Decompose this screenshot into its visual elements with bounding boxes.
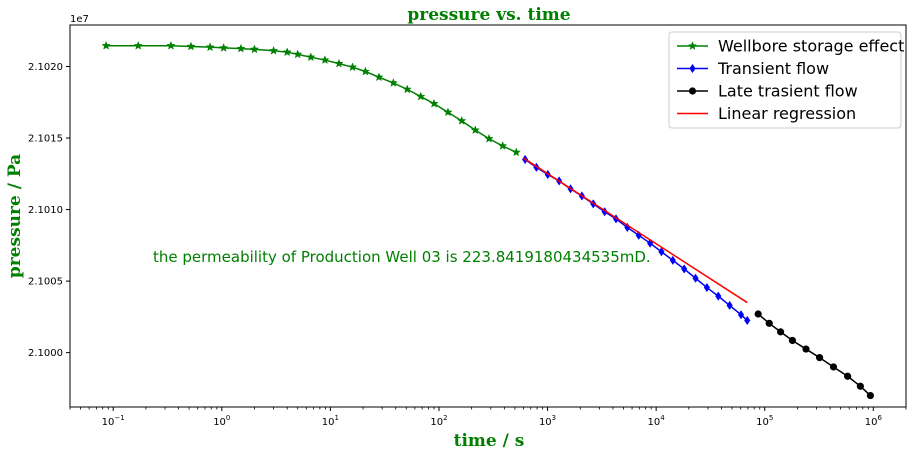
x-axis: 10−1 100 101 102 103 104 105 106 xyxy=(69,407,907,428)
data-point xyxy=(511,147,521,157)
y-offset-label: 1e7 xyxy=(70,14,89,25)
legend-entry: Transient flow xyxy=(717,59,829,78)
series-0 xyxy=(101,40,521,157)
series-line xyxy=(106,45,517,154)
x-tick-label: 101 xyxy=(322,414,339,428)
data-point xyxy=(744,315,751,326)
data-point xyxy=(388,78,399,87)
data-point xyxy=(374,72,384,82)
legend-entry: Wellbore storage effect xyxy=(718,37,904,56)
legend-entry: Late trasient flow xyxy=(718,82,858,101)
data-point xyxy=(443,107,453,117)
data-point xyxy=(282,47,292,57)
plot-area xyxy=(69,24,907,408)
x-tick-label: 10−1 xyxy=(102,414,125,428)
y-tick-label: 2.1000 xyxy=(28,348,63,359)
y-axis: 2.1000 2.1005 2.1010 2.1015 2.1020 xyxy=(28,62,70,359)
data-point xyxy=(754,310,762,318)
data-point xyxy=(320,55,330,65)
data-point xyxy=(236,43,246,53)
x-tick-label: 102 xyxy=(430,414,447,428)
data-point xyxy=(829,363,838,371)
data-point xyxy=(347,62,358,72)
data-point xyxy=(218,42,229,52)
data-point xyxy=(334,58,344,68)
legend-marker xyxy=(688,87,697,95)
series-3 xyxy=(523,157,748,304)
x-tick-label: 100 xyxy=(213,414,230,428)
series-1 xyxy=(521,154,751,326)
x-tick-label: 104 xyxy=(648,414,666,428)
x-tick-label: 106 xyxy=(865,414,883,428)
y-tick-label: 2.1005 xyxy=(28,277,63,288)
legend-marker xyxy=(689,63,696,74)
series-line xyxy=(757,313,871,397)
series-layer xyxy=(101,40,874,400)
data-point xyxy=(293,49,303,59)
y-tick-label: 2.1010 xyxy=(28,205,63,216)
data-point xyxy=(737,310,745,320)
permeability-annotation: the permeability of Production Well 03 i… xyxy=(153,248,651,266)
data-point xyxy=(249,44,260,54)
data-point xyxy=(844,372,852,380)
data-point xyxy=(268,45,279,55)
data-point xyxy=(681,264,688,274)
series-2 xyxy=(754,310,874,400)
data-point xyxy=(402,84,412,94)
data-point xyxy=(658,247,665,257)
data-point xyxy=(815,354,824,362)
data-point xyxy=(703,282,711,293)
data-point xyxy=(416,91,426,101)
data-point xyxy=(470,125,480,135)
y-tick-label: 2.1015 xyxy=(28,134,63,145)
data-point xyxy=(715,291,722,301)
x-tick-label: 105 xyxy=(756,414,773,428)
data-point xyxy=(457,115,467,125)
series-line xyxy=(523,157,748,304)
data-point xyxy=(205,42,215,52)
legend-box xyxy=(668,31,902,129)
data-point xyxy=(788,336,797,345)
data-point xyxy=(306,52,316,62)
data-point xyxy=(669,255,676,266)
legend: Wellbore storage effect Transient flow Lat… xyxy=(668,31,904,129)
data-point xyxy=(166,40,176,50)
data-point xyxy=(802,345,810,353)
data-point xyxy=(484,133,494,143)
data-point xyxy=(429,98,439,108)
x-tick-label: 103 xyxy=(539,414,556,428)
data-point xyxy=(866,391,874,400)
legend-entry: Linear regression xyxy=(718,104,856,123)
data-point xyxy=(765,319,773,327)
data-point xyxy=(726,300,733,311)
data-point xyxy=(186,41,196,51)
data-point xyxy=(692,273,699,283)
y-tick-label: 2.1020 xyxy=(28,62,63,73)
chart-title: pressure vs. time xyxy=(407,5,570,25)
data-point xyxy=(601,207,608,217)
data-point xyxy=(101,40,111,50)
data-point xyxy=(776,328,785,336)
data-point xyxy=(133,40,143,50)
data-point xyxy=(360,66,371,76)
data-point xyxy=(497,140,508,150)
data-point xyxy=(856,382,864,390)
legend-marker xyxy=(687,41,698,50)
y-axis-label: pressure / Pa xyxy=(5,154,25,278)
x-axis-label: time / s xyxy=(454,431,525,451)
